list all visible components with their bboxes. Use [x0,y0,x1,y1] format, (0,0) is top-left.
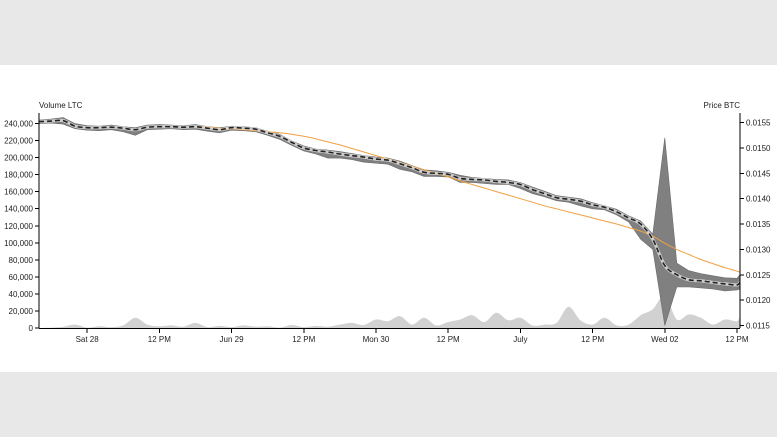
left-tick-label: 100,000 [4,239,33,248]
price-mean-layer [38,118,742,287]
left-tick-label: 220,000 [4,137,33,146]
right-tick-label: 0.0140 [746,195,771,204]
left-axis-title: Volume LTC [39,101,83,110]
price-volume-chart: 0 20,000 40,000 60,000 80,000 100,000 120,000 1… [4,101,771,344]
right-tick-label: 0.0120 [746,296,771,305]
left-tick-label: 80,000 [9,256,34,265]
x-tick-label: July [513,335,527,344]
left-tick-label: 200,000 [4,154,33,163]
x-tick-label: 12 PM [437,335,460,344]
bottom-background-band [0,372,777,437]
x-tick-label: Mon 30 [363,335,390,344]
left-tick-label: 140,000 [4,205,33,214]
x-tick-label: 12 PM [725,335,748,344]
volume-area [39,295,740,328]
right-tick-label: 0.0135 [746,220,771,229]
left-tick-label: 160,000 [4,188,33,197]
left-tick-label: 240,000 [4,120,33,129]
left-tick-label: 20,000 [9,307,34,316]
volume-area-layer [39,295,740,328]
left-tick-label: 180,000 [4,171,33,180]
moving-average-layer [195,126,741,273]
axes-layer: 0 20,000 40,000 60,000 80,000 100,000 120,000 1… [4,101,771,344]
right-tick-label: 0.0125 [746,271,771,280]
right-tick-label: 0.0155 [746,119,771,128]
x-tick-label: Wed 02 [651,335,679,344]
right-axis-title: Price BTC [704,101,741,110]
moving-average-line [195,126,741,273]
top-background-band [0,0,777,65]
x-tick-label: 12 PM [148,335,171,344]
right-tick-label: 0.0150 [746,144,771,153]
x-tick-label: Sat 28 [76,335,100,344]
price-mean-line [38,119,741,286]
left-tick-label: 120,000 [4,222,33,231]
left-tick-label: 0 [29,324,34,333]
right-tick-label: 0.0145 [746,169,771,178]
left-tick-label: 60,000 [9,273,34,282]
left-tick-label: 40,000 [9,290,34,299]
x-tick-label: 12 PM [292,335,315,344]
right-tick-label: 0.0130 [746,245,771,254]
x-tick-label: Jun 29 [220,335,245,344]
x-tick-label: 12 PM [581,335,604,344]
right-tick-label: 0.0115 [746,321,770,330]
chart-panel: 0 20,000 40,000 60,000 80,000 100,000 120,000 1… [0,65,777,372]
price-mean-halo [38,118,742,287]
